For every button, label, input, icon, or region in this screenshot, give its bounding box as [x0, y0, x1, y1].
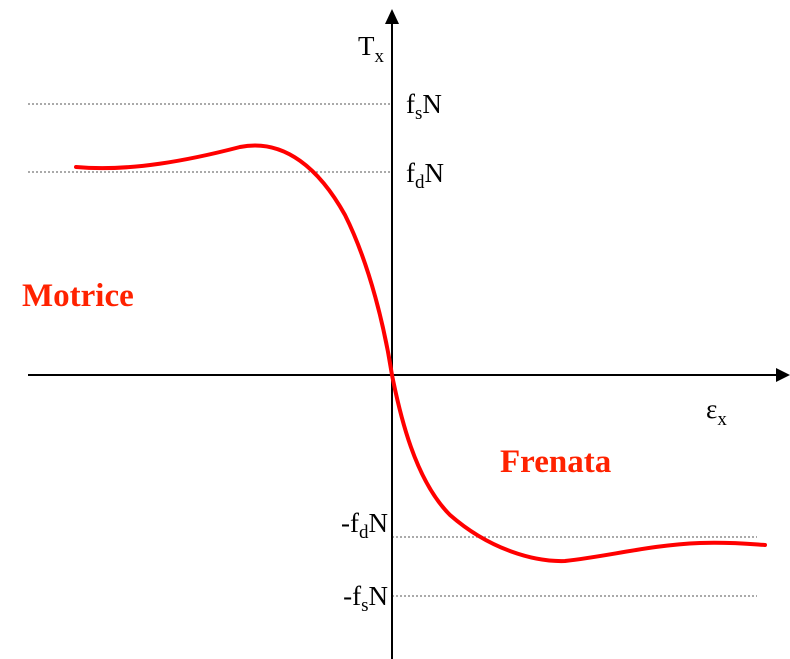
fd-neg-label-post: N	[369, 508, 389, 538]
fd-pos-label-sub: d	[415, 172, 425, 193]
y-axis-label: Tx	[358, 31, 385, 67]
fs-neg-label: -fsN	[343, 581, 388, 616]
fd-neg-label: -fdN	[341, 508, 388, 543]
x-axis-label: εx	[706, 394, 727, 430]
fd-pos-label-pre: f	[406, 158, 415, 188]
fs-neg-label-pre: -f	[343, 581, 361, 611]
characteristic-curve	[74, 143, 767, 564]
fd-neg-label-sub: d	[359, 522, 369, 543]
fs-neg-label-sub: s	[361, 595, 368, 616]
fs-pos-label-pre: f	[406, 89, 415, 119]
fs-pos-label-post: N	[422, 89, 442, 119]
y-axis-label-main: T	[358, 31, 375, 61]
y-axis-label-sub: x	[375, 46, 385, 67]
fd-neg-label-pre: -f	[341, 508, 359, 538]
fs-pos-label: fsN	[406, 89, 442, 124]
y-axis-arrowhead	[385, 9, 399, 24]
x-axis-arrowhead	[776, 368, 790, 382]
region-label-frenata: Frenata	[500, 444, 611, 480]
fs-neg-label-post: N	[369, 581, 389, 611]
fd-pos-label: fdN	[406, 158, 444, 193]
fs-pos-label-sub: s	[415, 103, 422, 124]
region-label-motrice: Motrice	[22, 278, 134, 314]
fd-pos-label-post: N	[425, 158, 445, 188]
x-axis-label-main: ε	[706, 394, 717, 424]
x-axis-label-sub: x	[717, 409, 727, 430]
